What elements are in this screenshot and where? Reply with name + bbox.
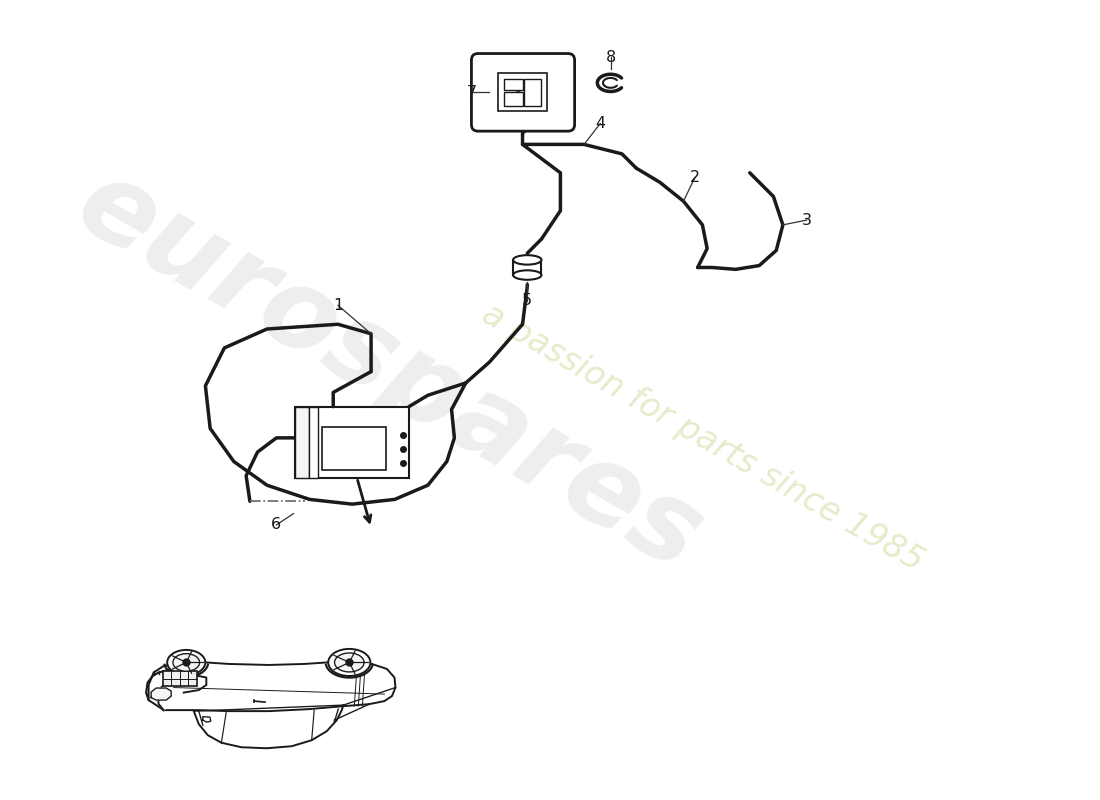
Ellipse shape bbox=[513, 270, 541, 280]
Text: 8: 8 bbox=[605, 50, 616, 65]
Polygon shape bbox=[151, 688, 172, 700]
Bar bbox=[504, 92, 522, 106]
Text: 7: 7 bbox=[466, 85, 476, 100]
Bar bbox=[163, 671, 197, 686]
Text: 3: 3 bbox=[802, 213, 812, 228]
Ellipse shape bbox=[173, 654, 199, 671]
Bar bbox=[296, 406, 409, 478]
Polygon shape bbox=[194, 705, 343, 748]
Polygon shape bbox=[157, 676, 207, 710]
Ellipse shape bbox=[167, 650, 206, 675]
Bar bbox=[322, 427, 386, 470]
Polygon shape bbox=[148, 661, 396, 711]
Ellipse shape bbox=[334, 653, 364, 672]
Polygon shape bbox=[202, 717, 211, 722]
Text: 2: 2 bbox=[690, 170, 700, 185]
Bar bbox=[309, 406, 318, 478]
Text: 1: 1 bbox=[333, 298, 343, 313]
Bar bbox=[513, 260, 541, 275]
FancyBboxPatch shape bbox=[472, 54, 574, 131]
Text: 6: 6 bbox=[272, 518, 282, 533]
Text: 4: 4 bbox=[595, 116, 605, 131]
Ellipse shape bbox=[328, 649, 371, 676]
Text: eurospares: eurospares bbox=[59, 150, 720, 594]
Ellipse shape bbox=[513, 255, 541, 265]
Bar bbox=[525, 79, 541, 106]
Text: 5: 5 bbox=[522, 293, 532, 308]
Bar bbox=[498, 74, 547, 111]
Bar bbox=[296, 406, 309, 478]
Bar bbox=[504, 79, 522, 90]
Text: a passion for parts since 1985: a passion for parts since 1985 bbox=[476, 298, 930, 578]
